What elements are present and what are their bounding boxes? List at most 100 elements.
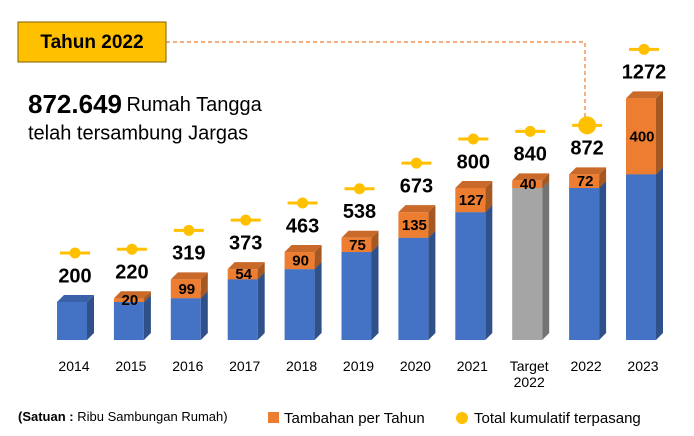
bar [341,252,372,340]
total-marker [524,125,536,137]
bar-segment-side [542,173,550,188]
x-tick-label: 2014 [58,358,90,374]
bar-segment-top [284,245,322,253]
segment-label: 400 [629,128,654,145]
headline-line2: telah tersambung Jargas [28,122,248,144]
legend-swatch [268,412,279,423]
total-marker [240,214,252,226]
bar-side [371,245,379,340]
bar-segment-top [170,272,208,280]
bar-segment [284,252,315,270]
x-tick-label: Target 2022 [509,358,549,390]
total-marker [297,197,309,209]
total-label: 463 [286,215,319,237]
segment-label: 135 [402,217,427,234]
legend-label: Tambahan per Tahun [284,410,425,427]
bar [284,269,315,340]
headline: 872.649 Rumah Tangga [28,89,263,119]
bar [113,302,144,340]
x-tick-label: 2017 [229,358,261,374]
total-label: 319 [172,243,205,265]
bar-segment [113,298,144,302]
bar [626,174,656,340]
bar-segment [512,180,543,188]
headline-number: 872.649 [28,89,122,119]
x-tick-label: 2018 [286,358,318,374]
legend-swatch [456,412,468,424]
bar-segment-side [200,272,208,299]
bar-segment [398,212,429,238]
x-tick-label: 2023 [627,358,659,374]
headline-text: Rumah Tangga [126,94,262,116]
bar-segment-top [569,167,607,175]
year-box-label: Tahun 2022 [40,32,143,53]
bar-segment-top [398,205,436,213]
bar-segment-top [227,262,265,270]
bar-side [257,272,265,340]
segment-label: 90 [292,253,309,270]
bar-segment [227,269,258,280]
legend-label: Total kumulatif terpasang [474,410,641,427]
bar [569,188,600,340]
bar-segment-side [428,205,436,238]
unit-note: (Satuan : Ribu Sambungan Rumah) [18,409,228,424]
total-label: 220 [115,261,148,283]
bar-segment-side [599,167,607,188]
segment-label: 40 [520,176,537,193]
unit-label: (Satuan : [18,409,74,424]
segment-label: 127 [459,192,484,209]
year-box [17,21,167,63]
bar-segment-top [113,291,151,299]
total-label: 673 [400,175,433,197]
bar-segment-top [341,230,379,238]
bar-segment [626,98,656,175]
bar-side [143,295,151,340]
bar-side [428,230,436,340]
bar [398,237,429,340]
bar-segment-top [626,91,663,99]
bar-segment-top [512,173,550,181]
bar-segment-top [455,181,493,188]
connector [166,41,586,128]
total-marker [354,183,365,195]
total-marker [467,133,479,145]
total-label: 872 [570,138,603,160]
bar [512,188,543,340]
x-tick-label: 2019 [342,358,375,374]
bar-segment [455,188,486,213]
bar-segment-side [656,91,663,175]
bar-segment-side [314,245,322,270]
total-label: 373 [229,232,262,254]
bar [57,302,87,340]
bar-segment-side [371,230,379,253]
total-label: 538 [343,201,376,223]
total-marker [410,157,422,169]
bar-side [485,205,493,340]
bar [170,298,201,340]
bar-side [200,291,208,340]
bar [227,279,258,340]
total-marker [126,243,138,255]
bar-side [656,167,663,340]
x-tick-label: 2022 [570,358,602,374]
total-marker [69,247,81,259]
bar-top [57,295,94,302]
bar-segment [569,174,600,188]
bar-segment-side [143,291,151,302]
bar-segment-side [485,181,493,213]
x-tick-label: 2016 [172,358,204,374]
bar-side [314,262,322,340]
bar-segment [170,279,201,299]
total-marker [183,224,195,236]
bar-side [87,295,94,340]
total-marker [638,43,650,55]
x-tick-label: 2021 [456,358,488,374]
total-label: 840 [514,144,547,166]
segment-label: 72 [577,173,594,190]
segment-label: 54 [235,266,252,283]
x-tick-label: 2015 [115,358,147,374]
bar [455,212,486,340]
bar-side [599,181,607,340]
